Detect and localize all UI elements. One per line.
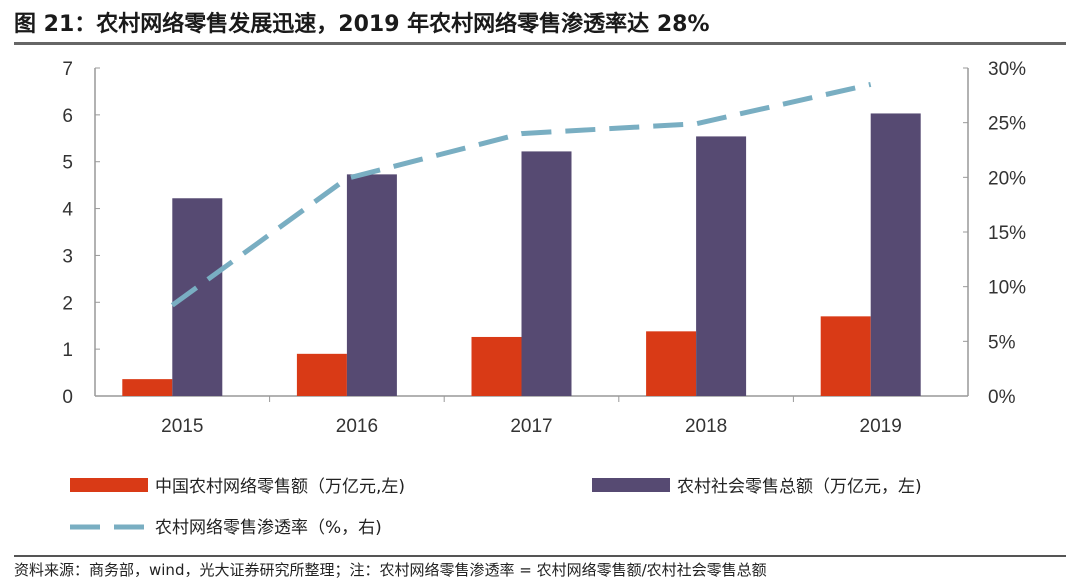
x-tick-label: 2018 [685,416,727,437]
x-tick-label: 2015 [161,416,203,437]
right-tick-label: 10% [988,278,1026,299]
right-tick-label: 25% [988,114,1026,135]
bar-online-retail [296,353,347,396]
source-note: 资料来源：商务部，wind，光大证券研究所整理；注：农村网络零售渗透率 = 农村… [14,561,767,579]
right-tick-label: 15% [988,223,1026,244]
x-tick-label: 2017 [510,416,552,437]
legend-label-online-retail: 中国农村网络零售额（万亿元,左) [155,477,405,497]
chart-title: 图 21：农村网络零售发展迅速，2019 年农村网络零售渗透率达 28% [14,12,710,37]
x-tick-label: 2016 [336,416,378,437]
penetration-rate-line [170,81,872,308]
bar-online-retail [820,316,871,396]
left-tick-label: 6 [62,106,73,127]
right-tick-label: 5% [988,332,1016,353]
bar-total-retail [521,151,572,396]
right-tick-label: 20% [988,168,1026,189]
bar-total-retail [870,113,921,397]
bar-online-retail [471,336,522,396]
left-tick-label: 4 [62,200,73,221]
legend-label-total-retail: 农村社会零售总额（万亿元，左) [677,477,922,497]
left-tick-label: 2 [62,293,73,314]
left-tick-label: 7 [62,59,73,80]
legend-swatch-online-retail [70,478,148,492]
bar-total-retail [346,174,397,396]
legend-label-penetration-rate: 农村网络零售渗透率（%，右) [155,518,382,538]
bar-online-retail [122,379,173,396]
source-divider [14,555,1066,557]
left-tick-label: 0 [62,387,73,408]
x-tick-label: 2019 [860,416,902,437]
bar-online-retail [646,331,697,396]
right-tick-label: 0% [988,387,1016,408]
left-tick-label: 1 [62,340,73,361]
title-divider [14,42,1066,45]
legend-swatch-total-retail [592,478,670,492]
left-tick-label: 3 [62,246,73,267]
left-tick-label: 5 [62,153,73,174]
right-tick-label: 30% [988,59,1026,80]
bar-total-retail [696,136,747,396]
